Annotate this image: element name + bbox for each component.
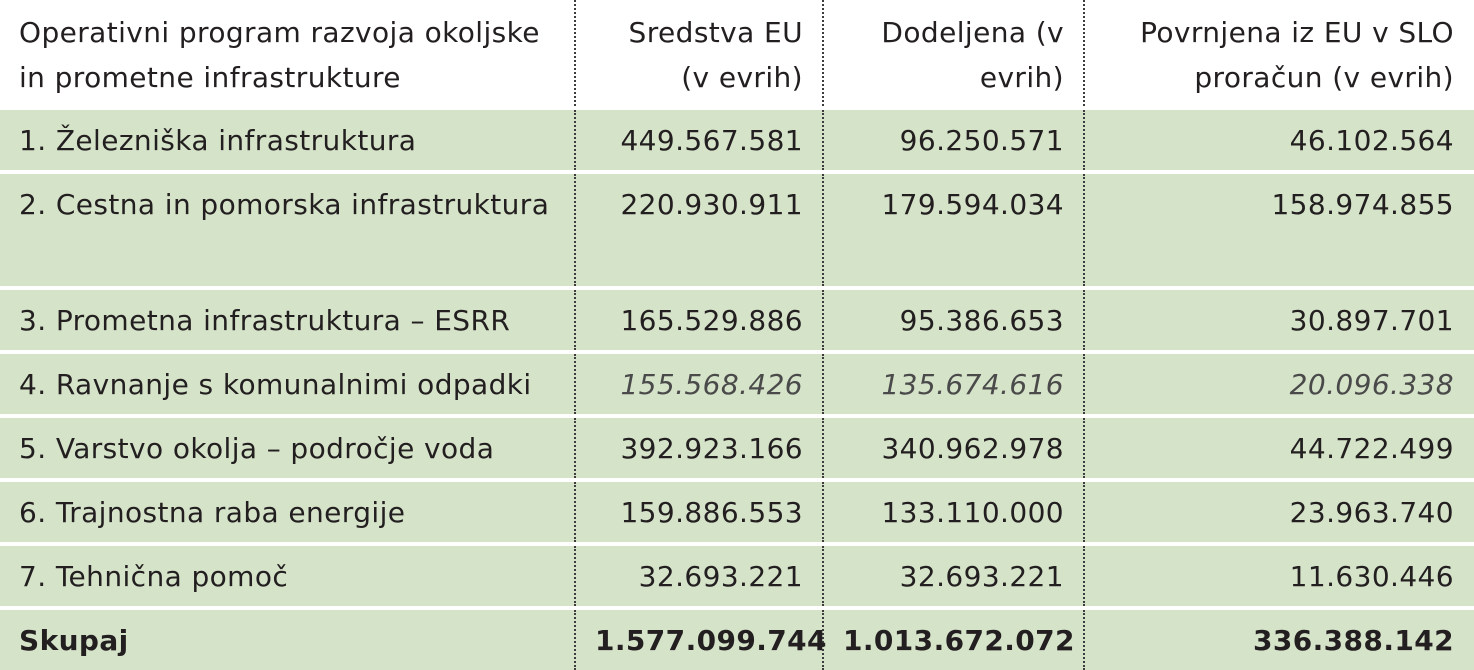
row-reimbursed: 30.897.701 bbox=[1083, 286, 1474, 352]
header-eu-funds: Sredstva EU (v evrih) bbox=[574, 0, 823, 108]
table-row: 6. Trajnostna raba energije 159.886.553 … bbox=[0, 478, 1474, 544]
row-label: 7. Tehnična pomoč bbox=[0, 542, 575, 608]
row-label: 5. Varstvo okolja – področje voda bbox=[0, 414, 575, 480]
row-allocated: 133.110.000 bbox=[822, 478, 1084, 544]
row-reimbursed: 46.102.564 bbox=[1083, 106, 1474, 172]
row-eu-funds: 220.930.911 bbox=[574, 170, 823, 288]
row-eu-funds: 32.693.221 bbox=[574, 542, 823, 608]
table-row: 7. Tehnična pomoč 32.693.221 32.693.221 … bbox=[0, 542, 1474, 608]
row-reimbursed: 11.630.446 bbox=[1083, 542, 1474, 608]
header-program: Operativni program razvoja okoljske in p… bbox=[0, 0, 575, 108]
header-allocated: Dodeljena (v evrih) bbox=[822, 0, 1084, 108]
row-reimbursed: 158.974.855 bbox=[1083, 170, 1474, 288]
row-label: 1. Železniška infrastruktura bbox=[0, 106, 575, 172]
row-allocated: 135.674.616 bbox=[822, 350, 1084, 416]
row-eu-funds: 155.568.426 bbox=[574, 350, 823, 416]
row-reimbursed: 23.963.740 bbox=[1083, 478, 1474, 544]
row-allocated: 96.250.571 bbox=[822, 106, 1084, 172]
row-eu-funds: 392.923.166 bbox=[574, 414, 823, 480]
header-row: Operativni program razvoja okoljske in p… bbox=[0, 0, 1474, 108]
row-eu-funds: 159.886.553 bbox=[574, 478, 823, 544]
row-allocated: 340.962.978 bbox=[822, 414, 1084, 480]
row-allocated: 32.693.221 bbox=[822, 542, 1084, 608]
row-label: 3. Prometna infrastruktura – ESRR bbox=[0, 286, 575, 352]
header-reimbursed: Povrnjena iz EU v SLO proračun (v evrih) bbox=[1083, 0, 1474, 108]
row-allocated: 179.594.034 bbox=[822, 170, 1084, 288]
total-label: Skupaj bbox=[0, 606, 575, 670]
total-allocated: 1.013.672.072 bbox=[822, 606, 1084, 670]
row-label: 6. Trajnostna raba energije bbox=[0, 478, 575, 544]
row-label: 2. Cestna in pomorska infrastruktura bbox=[0, 170, 575, 288]
row-reimbursed: 20.096.338 bbox=[1083, 350, 1474, 416]
table-row: 1. Železniška infrastruktura 449.567.581… bbox=[0, 106, 1474, 172]
total-eu-funds: 1.577.099.744 bbox=[574, 606, 827, 670]
row-reimbursed: 44.722.499 bbox=[1083, 414, 1474, 480]
table-row: 3. Prometna infrastruktura – ESRR 165.52… bbox=[0, 286, 1474, 352]
total-reimbursed: 336.388.142 bbox=[1083, 606, 1474, 670]
row-eu-funds: 165.529.886 bbox=[574, 286, 823, 352]
row-label: 4. Ravnanje s komunalnimi odpadki bbox=[0, 350, 575, 416]
table-row: 4. Ravnanje s komunalnimi odpadki 155.56… bbox=[0, 350, 1474, 416]
row-eu-funds: 449.567.581 bbox=[574, 106, 823, 172]
table-row: 2. Cestna in pomorska infrastruktura 220… bbox=[0, 170, 1474, 288]
row-allocated: 95.386.653 bbox=[822, 286, 1084, 352]
total-row: Skupaj 1.577.099.744 1.013.672.072 336.3… bbox=[0, 606, 1474, 670]
table-row: 5. Varstvo okolja – področje voda 392.92… bbox=[0, 414, 1474, 480]
